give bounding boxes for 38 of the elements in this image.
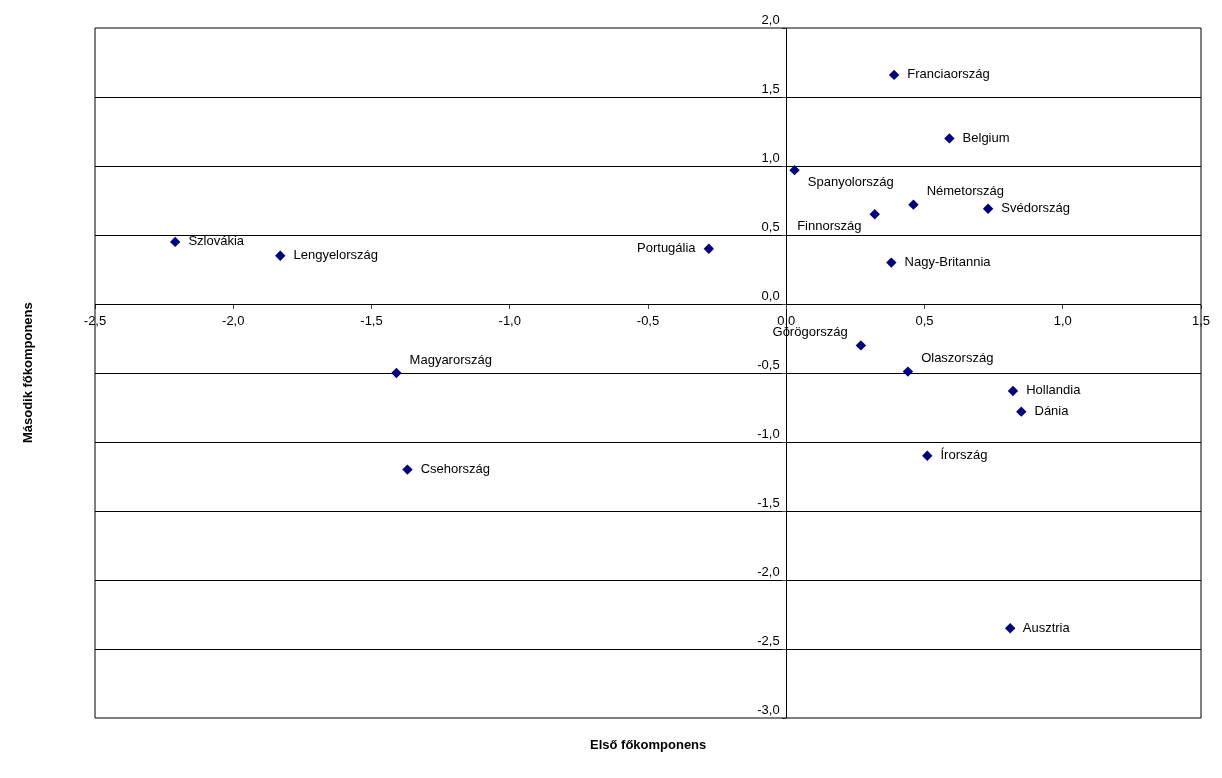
y-tick-label: -0,5 [757, 356, 780, 372]
y-tick-label: 2,0 [761, 11, 780, 27]
data-label: Dánia [1027, 402, 1076, 418]
y-axis-title: Második főkomponens [20, 302, 36, 444]
y-tick-label: -1,0 [757, 425, 780, 441]
x-tick-label: 1,0 [1053, 312, 1072, 328]
y-tick-label: -2,0 [757, 563, 780, 579]
y-tick-label: 0,5 [761, 218, 780, 234]
data-label: Magyarország [402, 351, 500, 367]
x-tick-label: -0,5 [636, 312, 660, 328]
x-tick-label: -1,0 [498, 312, 521, 328]
data-label: Finnország [789, 218, 869, 234]
y-tick-label: -2,5 [757, 632, 780, 648]
data-label: Szlovákia [181, 233, 252, 249]
data-label: Csehország [413, 460, 498, 476]
data-label: Franciaország [900, 66, 997, 82]
x-tick-label: -2,0 [222, 312, 245, 328]
data-label: Portugália [629, 240, 703, 256]
y-tick-label: -1,5 [757, 494, 780, 510]
data-label: Belgium [955, 129, 1017, 145]
y-tick-label: 1,0 [761, 149, 780, 165]
x-axis-title: Első főkomponens [590, 737, 707, 752]
y-tick-label: -3,0 [757, 701, 780, 717]
data-label: Olaszország [913, 350, 1001, 366]
data-label: Ausztria [1016, 619, 1077, 635]
data-label: Lengyelország [286, 246, 386, 262]
data-label: Nagy-Britannia [897, 253, 998, 269]
x-tick-label: 1,5 [1191, 312, 1211, 328]
x-tick-label: -2,5 [83, 312, 107, 328]
x-tick-label: 0,5 [915, 312, 934, 328]
y-tick-label: 0,0 [761, 287, 780, 303]
data-label: Németország [919, 183, 1012, 199]
y-tick-label: 1,5 [761, 80, 780, 96]
data-label: Hollandia [1018, 382, 1088, 398]
data-label: Svédország [994, 200, 1078, 216]
x-tick-label: -1,5 [360, 312, 383, 328]
data-label: Írország [933, 447, 995, 463]
data-label: Spanyolország [800, 173, 901, 189]
